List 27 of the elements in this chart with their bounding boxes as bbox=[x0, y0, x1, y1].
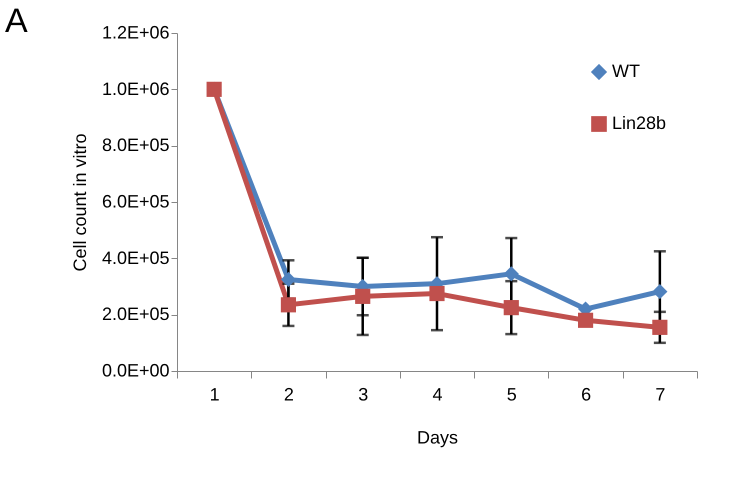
y-tick-label: 4.0E+05 bbox=[102, 248, 170, 268]
text: A bbox=[5, 2, 28, 40]
x-axis-title: Days bbox=[416, 428, 458, 448]
y-tick-label: 6.0E+05 bbox=[102, 192, 170, 212]
point bbox=[504, 300, 519, 316]
point bbox=[504, 266, 519, 282]
x-tick-label: 5 bbox=[506, 384, 517, 404]
legend-label: Lin28b bbox=[612, 113, 666, 133]
point bbox=[652, 284, 668, 300]
point bbox=[652, 320, 668, 335]
y-tick-label: 2.0E+05 bbox=[102, 304, 170, 324]
y-tick-label: 0.0E+00 bbox=[102, 360, 170, 380]
x-tick-label: 7 bbox=[655, 384, 666, 404]
y-tick-label: 8.0E+05 bbox=[102, 135, 170, 156]
point bbox=[280, 297, 296, 312]
x-tick-label: 3 bbox=[358, 384, 368, 404]
x-tick-label: 1 bbox=[210, 384, 220, 404]
legend-label: WT bbox=[612, 61, 640, 81]
x-tick-label: 6 bbox=[581, 384, 592, 404]
y-axis-title: Cell count in vitro bbox=[70, 133, 90, 272]
y-tick-label: 1.0E+06 bbox=[102, 78, 170, 99]
x-tick-label: 2 bbox=[284, 384, 294, 404]
y-tick-label: 1.2E+06 bbox=[102, 22, 170, 42]
point bbox=[578, 312, 594, 328]
x-tick-label: 4 bbox=[432, 384, 443, 404]
point bbox=[429, 286, 445, 302]
point bbox=[355, 288, 370, 304]
